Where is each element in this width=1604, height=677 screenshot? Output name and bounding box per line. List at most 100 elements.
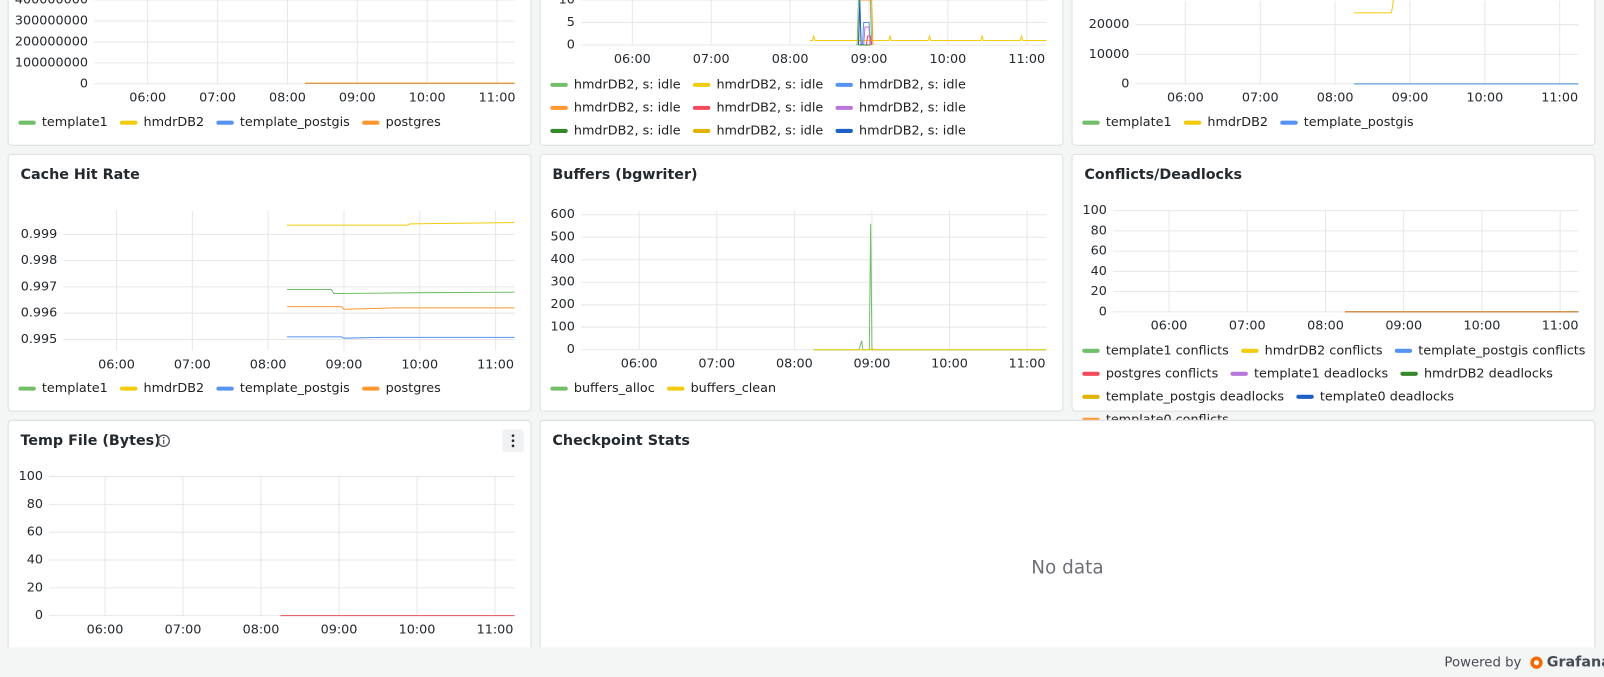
legend-label[interactable]: hmdrDB2 xyxy=(144,115,205,130)
x-tick-label: 06:00 xyxy=(1167,91,1204,106)
footer-bar xyxy=(0,647,1604,677)
series-line xyxy=(287,222,515,226)
x-tick-label: 09:00 xyxy=(326,358,363,373)
series-line xyxy=(813,346,1047,351)
x-tick-label: 09:00 xyxy=(339,91,376,106)
x-tick-label: 10:00 xyxy=(929,52,966,67)
x-tick-label: 07:00 xyxy=(1242,91,1279,106)
series-line xyxy=(287,306,515,310)
panel-title: Temp File (Bytes) xyxy=(20,433,160,449)
x-tick-label: 06:00 xyxy=(98,358,135,373)
legend-label[interactable]: hmdrDB2 xyxy=(1207,115,1268,130)
legend-label[interactable]: template1 conflicts xyxy=(1106,343,1229,358)
y-tick-label: 100 xyxy=(551,320,575,335)
x-tick-label: 07:00 xyxy=(1229,319,1266,334)
legend-label[interactable]: template1 xyxy=(42,115,108,130)
x-tick-label: 09:00 xyxy=(1385,319,1422,334)
panel-title: Cache Hit Rate xyxy=(20,167,139,183)
y-tick-label: 0 xyxy=(567,342,575,357)
legend-label[interactable]: buffers_alloc xyxy=(574,381,655,396)
series-line xyxy=(1353,0,1394,14)
x-tick-label: 10:00 xyxy=(931,357,968,372)
legend-label[interactable]: hmdrDB2, s: idle xyxy=(574,123,681,138)
x-tick-label: 07:00 xyxy=(698,357,735,372)
x-tick-label: 09:00 xyxy=(851,52,888,67)
legend-label[interactable]: template1 xyxy=(1106,115,1172,130)
legend-label[interactable]: template0 deadlocks xyxy=(1320,389,1454,404)
x-tick-label: 07:00 xyxy=(693,52,730,67)
y-tick-label: 100000000 xyxy=(15,55,88,70)
y-tick-label: 0 xyxy=(1121,76,1129,91)
legend-label[interactable]: hmdrDB2, s: idle xyxy=(859,100,966,115)
y-tick-label: 400000000 xyxy=(15,0,88,7)
legend-label[interactable]: template1 deadlocks xyxy=(1254,366,1388,381)
legend-label[interactable]: buffers_clean xyxy=(691,381,776,396)
panel-title: Buffers (bgwriter) xyxy=(552,167,697,183)
y-tick-label: 0.995 xyxy=(21,332,58,347)
x-tick-label: 11:00 xyxy=(477,622,514,637)
y-tick-label: 0.997 xyxy=(21,279,58,294)
legend-label[interactable]: hmdrDB2, s: idle xyxy=(716,100,823,115)
y-tick-label: 10000 xyxy=(1089,47,1130,62)
x-tick-label: 10:00 xyxy=(409,91,446,106)
y-tick-label: 0.996 xyxy=(21,306,58,321)
series-line xyxy=(857,0,862,46)
legend-label[interactable]: postgres xyxy=(386,381,442,396)
y-tick-label: 20 xyxy=(27,580,43,595)
legend-label[interactable]: postgres conflicts xyxy=(1106,366,1219,381)
x-tick-label: 11:00 xyxy=(477,358,514,373)
legend-label[interactable]: template1 xyxy=(42,381,108,396)
x-tick-label: 10:00 xyxy=(1464,319,1501,334)
x-tick-label: 08:00 xyxy=(250,358,287,373)
series-line xyxy=(287,289,515,295)
y-tick-label: 500 xyxy=(551,230,575,245)
y-tick-label: 80 xyxy=(1091,223,1107,238)
x-tick-label: 09:00 xyxy=(854,357,891,372)
panels: 010000000020000000030000000040000000006:… xyxy=(7,0,1596,667)
x-tick-label: 08:00 xyxy=(776,357,813,372)
x-tick-label: 06:00 xyxy=(1151,319,1188,334)
legend-label[interactable]: hmdrDB2 xyxy=(144,381,205,396)
x-tick-label: 07:00 xyxy=(199,91,236,106)
footer-text: Powered by xyxy=(1444,656,1521,671)
x-tick-label: 11:00 xyxy=(1008,52,1045,67)
legend-label[interactable]: template_postgis xyxy=(240,115,350,130)
panel xyxy=(1071,153,1596,412)
legend-label[interactable]: hmdrDB2, s: idle xyxy=(859,77,966,92)
y-tick-label: 60 xyxy=(27,525,43,540)
x-tick-label: 10:00 xyxy=(401,358,438,373)
legend-label[interactable]: hmdrDB2 deadlocks xyxy=(1424,366,1553,381)
panel xyxy=(539,0,1064,146)
x-tick-label: 08:00 xyxy=(269,91,306,106)
y-tick-label: 60 xyxy=(1091,244,1107,259)
legend-label[interactable]: template_postgis conflicts xyxy=(1418,343,1585,358)
panel-title: Conflicts/Deadlocks xyxy=(1084,167,1242,183)
y-tick-label: 0.999 xyxy=(21,227,58,242)
no-data: No data xyxy=(1031,558,1103,579)
legend-label[interactable]: hmdrDB2, s: idle xyxy=(574,100,681,115)
y-tick-label: 100 xyxy=(1082,203,1106,218)
y-tick-label: 200000000 xyxy=(15,34,88,49)
legend-label[interactable]: hmdrDB2, s: idle xyxy=(716,77,823,92)
y-tick-label: 40 xyxy=(27,553,43,568)
y-tick-label: 20 xyxy=(1091,284,1107,299)
x-tick-label: 09:00 xyxy=(321,622,358,637)
panel xyxy=(1071,0,1596,146)
legend-label[interactable]: hmdrDB2 conflicts xyxy=(1265,343,1383,358)
x-tick-label: 11:00 xyxy=(1009,357,1046,372)
grafana-logo-inner xyxy=(1533,660,1540,666)
panel-menu-dot xyxy=(511,439,515,443)
legend-label[interactable]: postgres xyxy=(386,115,442,130)
legend-label[interactable]: template_postgis deadlocks xyxy=(1106,389,1285,404)
x-tick-label: 10:00 xyxy=(1466,91,1503,106)
info-icon[interactable] xyxy=(157,434,170,448)
legend-label[interactable]: template_postgis xyxy=(1304,115,1414,130)
panel-menu-dot xyxy=(511,444,515,448)
x-tick-label: 11:00 xyxy=(1542,319,1579,334)
legend-label[interactable]: template_postgis xyxy=(240,381,350,396)
legend-label[interactable]: hmdrDB2, s: idle xyxy=(716,123,823,138)
legend-label[interactable]: hmdrDB2, s: idle xyxy=(574,77,681,92)
legend-label[interactable]: hmdrDB2, s: idle xyxy=(859,123,966,138)
